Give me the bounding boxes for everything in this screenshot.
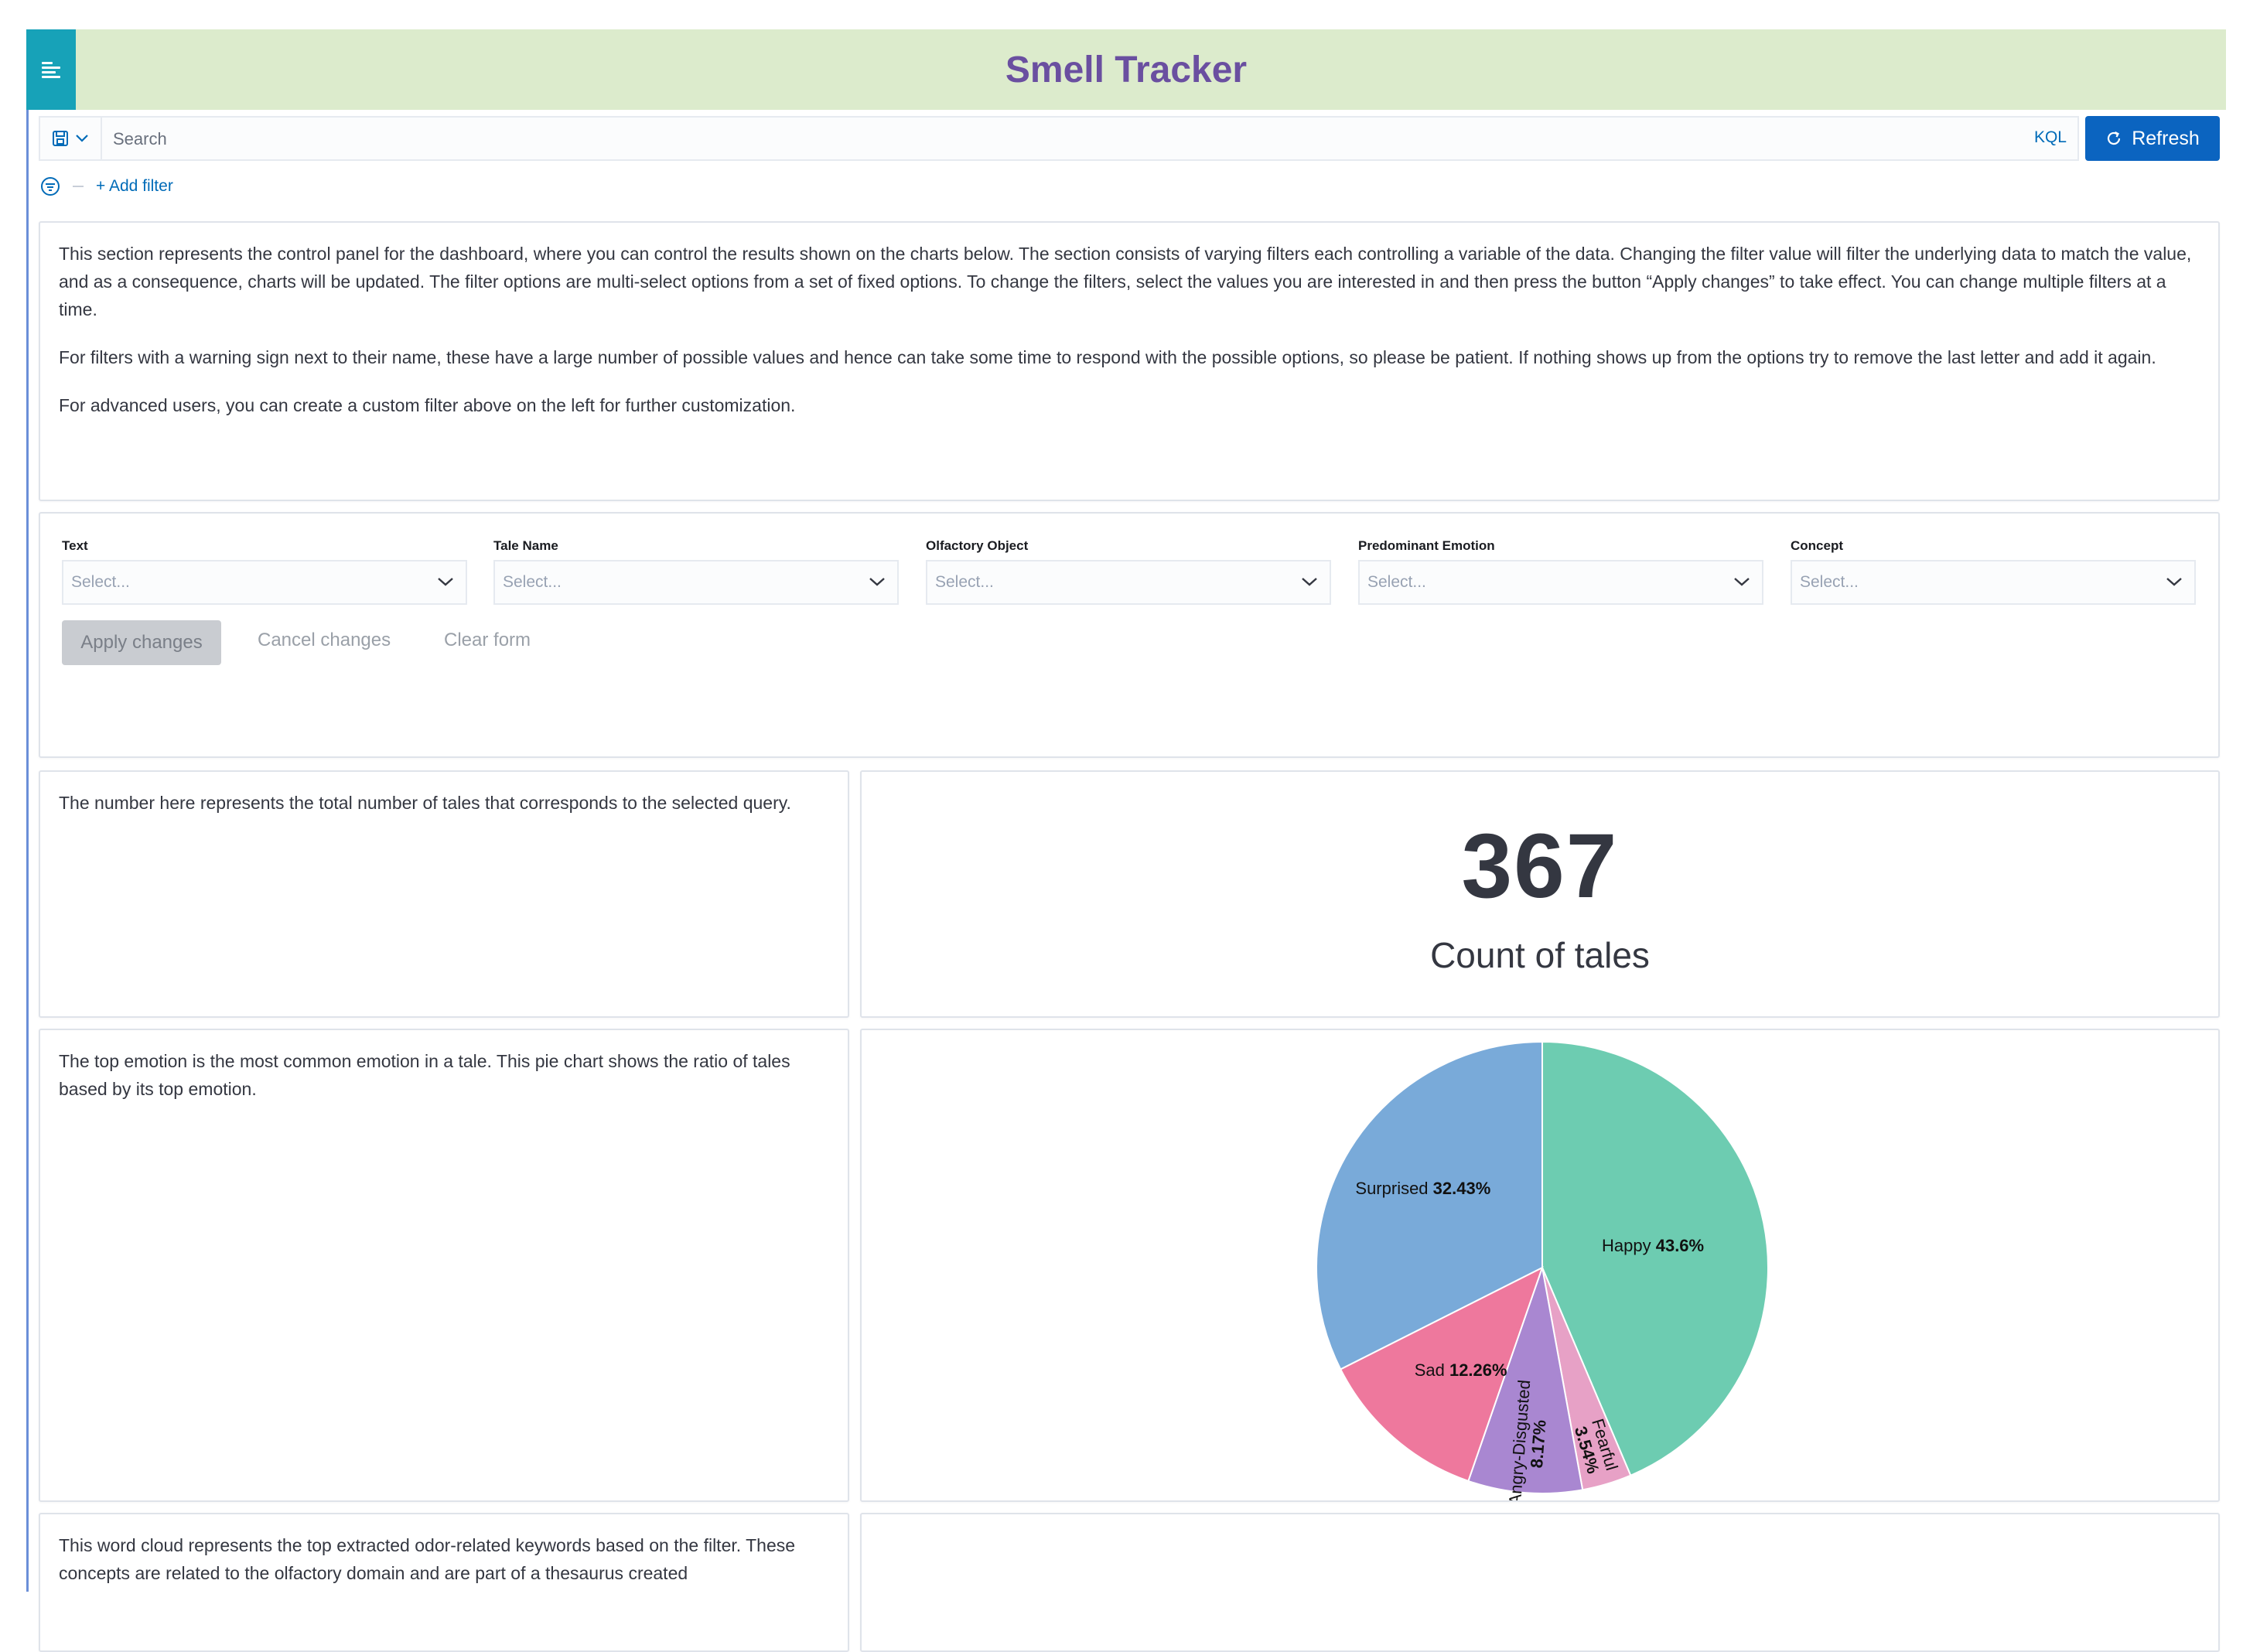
chevron-down-icon — [438, 578, 453, 586]
pie-label-value: 43.6% — [1656, 1236, 1704, 1255]
tale-count-label: Count of tales — [1430, 935, 1650, 975]
refresh-button[interactable]: Refresh — [2085, 116, 2220, 161]
pie-label-surprised: Surprised 32.43% — [1355, 1179, 1490, 1198]
select-placeholder: Select... — [935, 573, 994, 591]
query-language-button[interactable]: KQL — [2033, 128, 2067, 146]
pie-label-name: Sad — [1415, 1360, 1449, 1380]
emotion-chart-panel: Happy 43.6% Fearful3.54% Angry-Disgusted8.… — [860, 1029, 2220, 1502]
pie-label-sad: Sad 12.26% — [1415, 1360, 1507, 1380]
filter-control-olfactory-object: Olfactory Object Select... — [926, 537, 1331, 605]
chevron-down-icon — [1302, 578, 1317, 586]
filter-label: Olfactory Object — [926, 538, 1029, 553]
select-placeholder: Select... — [71, 573, 130, 591]
tale-name-select[interactable]: Select... — [493, 560, 899, 605]
emotion-description: The top emotion is the most common emoti… — [59, 1051, 790, 1099]
clear-form-button[interactable]: Clear form — [444, 630, 531, 650]
menu-toggle-button[interactable] — [26, 29, 76, 110]
pie-label-name: Happy — [1602, 1236, 1656, 1255]
intro-paragraph: For advanced users, you can create a cus… — [59, 395, 796, 415]
pie-label-name: Surprised — [1355, 1179, 1432, 1198]
apply-changes-button[interactable]: Apply changes — [62, 620, 221, 665]
chevron-down-icon — [76, 135, 88, 142]
concept-select[interactable]: Select... — [1791, 560, 2196, 605]
intro-paragraph: This section represents the control pane… — [59, 244, 2192, 319]
select-placeholder: Select... — [1367, 573, 1426, 591]
count-description: The number here represents the total num… — [59, 793, 791, 813]
filter-control-concept: Concept Select... — [1791, 537, 2196, 605]
intro-paragraph: For filters with a warning sign next to … — [59, 347, 2156, 367]
select-placeholder: Select... — [503, 573, 562, 591]
add-filter-button[interactable]: + Add filter — [96, 177, 173, 195]
olfactory-object-select[interactable]: Select... — [926, 560, 1331, 605]
filter-label: Predominant Emotion — [1358, 538, 1495, 553]
filter-divider — [73, 186, 84, 187]
pie-label-value: 12.26% — [1449, 1360, 1507, 1380]
search-input[interactable] — [111, 124, 1955, 155]
count-description-panel: The number here represents the total num… — [39, 770, 849, 1018]
select-placeholder: Select... — [1800, 573, 1859, 591]
filter-bar: + Add filter — [40, 173, 173, 200]
wordcloud-description: This word cloud represents the top extra… — [59, 1535, 796, 1583]
filter-label: Concept — [1791, 538, 1843, 553]
intro-panel: This section represents the control pane… — [39, 221, 2220, 501]
pie-slice-sad[interactable] — [1339, 1265, 1544, 1483]
wordcloud-description-panel: This word cloud represents the top extra… — [39, 1513, 849, 1652]
chevron-down-icon — [2166, 578, 2182, 586]
filter-control-text: Text Select... — [62, 537, 467, 605]
text-select[interactable]: Select... — [62, 560, 467, 605]
cancel-changes-button[interactable]: Cancel changes — [258, 630, 391, 650]
pie-slice-happy[interactable] — [1541, 1040, 1769, 1477]
filter-control-predominant-emotion: Predominant Emotion Select... — [1358, 537, 1763, 605]
page-title: Smell Tracker — [1005, 49, 1248, 90]
refresh-label: Refresh — [2132, 127, 2200, 149]
filter-label: Tale Name — [493, 538, 558, 553]
pie-slice-surprised[interactable] — [1316, 1040, 1543, 1370]
filter-control-tale-name: Tale Name Select... — [493, 537, 899, 605]
filter-label: Text — [62, 538, 88, 553]
save-icon — [53, 131, 68, 146]
emotion-description-panel: The top emotion is the most common emoti… — [39, 1029, 849, 1502]
pie-label-value: 32.43% — [1433, 1179, 1491, 1198]
controls-panel: Text Select... Tale Name Select... Olfac… — [39, 512, 2220, 758]
wordcloud-panel — [860, 1513, 2220, 1652]
predominant-emotion-select[interactable]: Select... — [1358, 560, 1763, 605]
filter-options-icon[interactable] — [40, 176, 60, 196]
menu-icon — [42, 61, 60, 78]
pie-label-value: 8.17% — [1527, 1419, 1550, 1469]
tale-count-value: 367 — [1461, 815, 1619, 917]
header-bar — [26, 29, 2226, 110]
query-bar: KQL — [39, 116, 2079, 161]
pie-label-happy: Happy 43.6% — [1602, 1236, 1704, 1255]
refresh-icon — [2108, 131, 2121, 145]
emotion-pie-chart: Happy 43.6%Fearful3.54%Angry-Disgusted8.… — [1316, 1040, 1769, 1500]
left-edge — [26, 29, 29, 1592]
chevron-down-icon — [869, 578, 885, 586]
chevron-down-icon — [1734, 578, 1750, 586]
count-metric-panel: 367 Count of tales — [860, 770, 2220, 1018]
pie-slice-angry-disgusted[interactable] — [1467, 1265, 1584, 1494]
saved-query-button[interactable] — [40, 118, 102, 159]
